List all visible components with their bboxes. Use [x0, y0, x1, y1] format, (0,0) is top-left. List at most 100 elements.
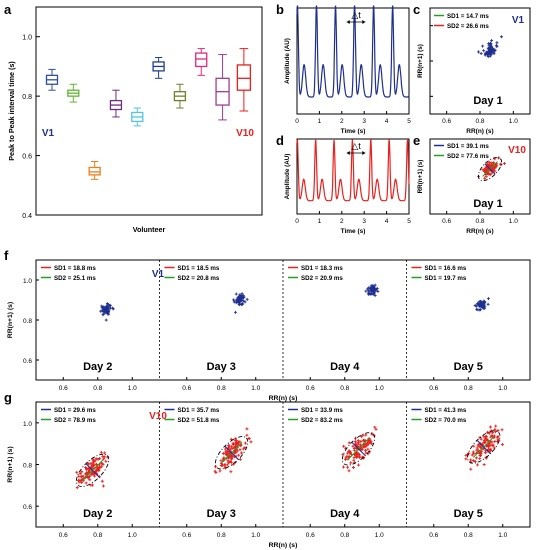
data-point [479, 52, 483, 56]
data-point [234, 292, 238, 296]
data-point [364, 289, 368, 293]
scatter-g-3 [213, 427, 253, 475]
legend-entry: SD2 = 70.0 ms [425, 417, 467, 424]
day-label-c: Day 1 [473, 95, 502, 107]
data-point [469, 458, 473, 462]
data-point [374, 427, 378, 431]
ylabel-e: RR(n+1) (s) [417, 160, 424, 194]
data-point [357, 454, 361, 458]
xtick-label-b: 4 [385, 118, 389, 125]
data-point [491, 443, 495, 447]
scatter-f-4 [364, 283, 380, 298]
data-point [100, 479, 104, 483]
data-point [218, 469, 222, 473]
data-point [488, 54, 492, 58]
data-point [78, 472, 82, 476]
scatter-g-4 [341, 425, 378, 473]
ytick-label-g: 1.0 [23, 421, 32, 428]
data-point [108, 303, 112, 307]
data-point [84, 471, 88, 475]
fit-ellipse [477, 156, 503, 182]
data-point [472, 444, 476, 448]
xtick-label-f: 0.8 [340, 385, 349, 392]
box-volunteer-4 [109, 89, 123, 118]
data-point [347, 441, 351, 445]
legend-entry: SD2 = 20.9 ms [301, 275, 343, 282]
fit-ellipse [214, 436, 249, 470]
data-point [229, 445, 233, 449]
data-point [490, 163, 494, 167]
ytick-label-f: 0.6 [23, 358, 32, 365]
xtick-label-f: 1.0 [498, 385, 507, 392]
data-point [483, 451, 487, 455]
data-point [245, 297, 249, 301]
xtick-label-f: 0.6 [182, 385, 191, 392]
data-point [229, 454, 233, 458]
data-point [490, 171, 494, 175]
data-point [488, 50, 492, 54]
scatter-e [476, 156, 506, 182]
subject-label-f: V1 [152, 269, 165, 280]
data-point [482, 306, 486, 310]
xtick-label-f: 0.6 [59, 385, 68, 392]
data-point [107, 309, 111, 313]
data-point [239, 443, 243, 447]
data-point [89, 462, 93, 466]
data-point [80, 470, 84, 474]
scatter-g-2 [75, 450, 110, 490]
data-point [355, 455, 359, 459]
sd1-axis [476, 439, 491, 454]
xlabel-d: Time (s) [341, 228, 366, 235]
data-point [234, 450, 238, 454]
data-point [245, 433, 249, 437]
xtick-label-f: 1.0 [128, 385, 137, 392]
data-point [487, 48, 491, 52]
xtick-label-b: 3 [362, 118, 366, 125]
legend-entry: SD2 = 25.1 ms [54, 275, 96, 282]
data-point [355, 450, 359, 454]
xtick-label-b: 0 [295, 118, 299, 125]
xtick-label-g: 0.6 [59, 532, 68, 539]
data-point [373, 425, 377, 429]
data-point [214, 471, 218, 475]
data-point [240, 303, 244, 307]
data-point [500, 442, 504, 446]
data-point [487, 47, 491, 51]
data-point [481, 301, 485, 305]
data-point [487, 431, 491, 435]
legend-entry: SD2 = 78.9 ms [54, 417, 96, 424]
legend-entry: SD1 = 19.7 ms [425, 275, 467, 282]
data-point [238, 448, 242, 452]
data-point [476, 443, 480, 447]
fit-ellipse [75, 453, 110, 488]
legend-entry: SD1 = 18.8 ms [54, 265, 96, 272]
data-point [376, 289, 380, 293]
data-point [243, 441, 247, 445]
data-point [247, 437, 251, 441]
data-point [234, 298, 238, 302]
ytick-label-a: 0.8 [22, 94, 32, 101]
data-point [482, 463, 486, 467]
xtick-label-b: 5 [407, 118, 411, 125]
day-label-g: Day 4 [330, 508, 360, 520]
plot-frame-a [35, 6, 263, 216]
ylabel-a: Peak to Peak interval time (s) [7, 61, 16, 161]
data-point [363, 445, 367, 449]
xtick-label-c: 0.8 [475, 118, 484, 125]
data-point [478, 304, 482, 308]
data-point [488, 173, 492, 177]
data-point [77, 474, 81, 478]
data-point [479, 437, 483, 441]
data-point [224, 451, 228, 455]
xlabel-a: Volunteer [133, 225, 166, 234]
data-point [223, 465, 227, 469]
legend-entry: SD1 = 33.9 ms [301, 407, 343, 414]
xtick-label-d: 5 [407, 218, 411, 225]
xtick-label-g: 1.0 [498, 532, 507, 539]
data-point [91, 458, 95, 462]
data-point [364, 433, 368, 437]
data-point [240, 292, 244, 296]
data-point [104, 318, 108, 322]
legend-entry: SD2 = 77.6 ms [447, 153, 489, 160]
data-point [237, 453, 241, 457]
